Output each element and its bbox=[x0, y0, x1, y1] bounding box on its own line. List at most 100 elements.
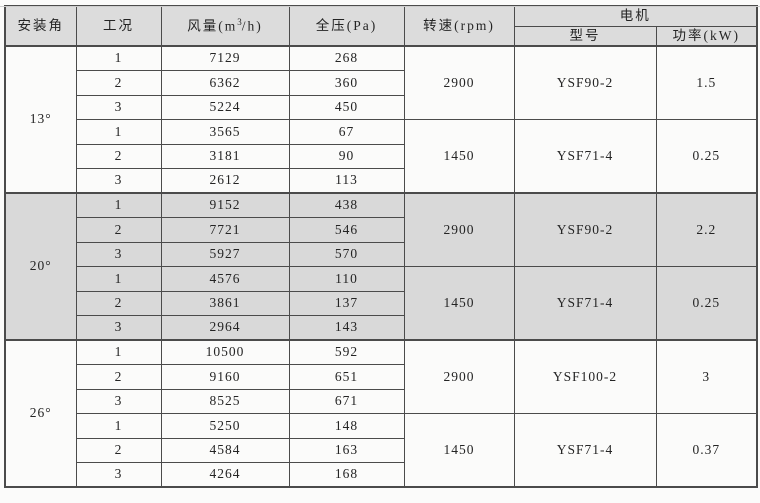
table-row: 1 3565 67 1450 YSF71-4 0.25 bbox=[5, 119, 758, 194]
motor-power-cell: 0.37 bbox=[655, 413, 758, 488]
motor-power-cell: 0.25 bbox=[655, 119, 758, 194]
airflow-cell: 10500 bbox=[160, 339, 290, 365]
header-working-condition: 工况 bbox=[75, 5, 162, 47]
pressure-cell: 546 bbox=[288, 217, 405, 243]
spec-table-header: 安装角 工况 风量(m3/h) 全压(Pa) 转速(rpm) 电机 型号 功率(… bbox=[4, 5, 758, 47]
pressure-cell: 570 bbox=[288, 241, 405, 267]
working-condition-cell: 1 bbox=[75, 192, 162, 218]
working-condition-cell: 3 bbox=[75, 462, 162, 488]
working-condition-cell: 1 bbox=[75, 266, 162, 292]
rotation-speed-cell: 2900 bbox=[403, 192, 515, 267]
motor-power-cell: 3 bbox=[655, 339, 758, 414]
airflow-cell: 4264 bbox=[160, 462, 290, 488]
header-motor-power: 功率(kW) bbox=[655, 25, 758, 47]
header-airflow: 风量(m3/h) bbox=[160, 5, 290, 47]
working-condition-cell: 2 bbox=[75, 437, 162, 463]
motor-model-cell: YSF90-2 bbox=[513, 45, 657, 120]
spec-table-body: 13° 1 7129 268 2900 YSF90-2 1.5 2 6362 360 3 5224 45… bbox=[4, 45, 758, 488]
airflow-cell: 2964 bbox=[160, 315, 290, 341]
motor-model-cell: YSF71-4 bbox=[513, 266, 657, 341]
airflow-cell: 9152 bbox=[160, 192, 290, 218]
table-row: 3 4264 168 bbox=[5, 462, 757, 488]
motor-power-cell: 0.25 bbox=[655, 266, 758, 341]
header-row-2: 型号 功率(kW) bbox=[5, 25, 758, 47]
motor-power-cell: 1.5 bbox=[655, 45, 758, 120]
working-condition-cell: 1 bbox=[75, 45, 162, 71]
airflow-cell: 8525 bbox=[160, 388, 290, 414]
rotation-speed-cell: 1450 bbox=[403, 413, 515, 488]
working-condition-cell: 3 bbox=[75, 94, 162, 120]
airflow-cell: 5250 bbox=[160, 413, 290, 439]
working-condition-cell: 3 bbox=[75, 388, 162, 414]
motor-model-cell: YSF71-4 bbox=[513, 119, 657, 194]
header-motor: 电机 bbox=[513, 5, 758, 27]
pressure-cell: 168 bbox=[288, 462, 405, 488]
working-condition-cell: 2 bbox=[75, 70, 162, 96]
pressure-cell: 143 bbox=[288, 315, 405, 341]
table-row: 2 6362 360 bbox=[5, 70, 757, 96]
header-airflow-suffix: /h) bbox=[241, 18, 263, 34]
table-row: 1 5250 148 1450 YSF71-4 0.37 bbox=[5, 413, 758, 488]
pressure-cell: 90 bbox=[288, 143, 405, 169]
pressure-cell: 268 bbox=[288, 45, 405, 71]
header-motor-model: 型号 bbox=[513, 25, 657, 47]
working-condition-cell: 2 bbox=[75, 217, 162, 243]
motor-model-cell: YSF71-4 bbox=[513, 413, 657, 488]
rotation-speed-cell: 2900 bbox=[403, 45, 515, 120]
airflow-cell: 4576 bbox=[160, 266, 290, 292]
motor-model-cell: YSF100-2 bbox=[513, 339, 657, 414]
table-row: 2 9160 651 bbox=[5, 364, 757, 390]
header-airflow-superscript: 3 bbox=[237, 17, 242, 28]
pressure-cell: 360 bbox=[288, 70, 405, 96]
pressure-cell: 110 bbox=[288, 266, 405, 292]
pressure-cell: 450 bbox=[288, 94, 405, 120]
working-condition-cell: 2 bbox=[75, 290, 162, 316]
header-rotation-speed: 转速(rpm) bbox=[403, 5, 515, 47]
table-row: 3 5927 570 bbox=[5, 241, 757, 267]
working-condition-cell: 3 bbox=[75, 168, 162, 194]
pressure-cell: 67 bbox=[288, 119, 405, 145]
table-row: 3 8525 671 bbox=[5, 388, 757, 414]
table-row: 2 3861 137 bbox=[5, 290, 757, 316]
header-total-pressure: 全压(Pa) bbox=[288, 5, 405, 47]
airflow-cell: 7129 bbox=[160, 45, 290, 71]
table-row: 1 4576 110 1450 YSF71-4 0.25 bbox=[5, 266, 758, 341]
airflow-cell: 3565 bbox=[160, 119, 290, 145]
rotation-speed-cell: 1450 bbox=[403, 119, 515, 194]
motor-power-cell: 2.2 bbox=[655, 192, 758, 267]
airflow-cell: 5224 bbox=[160, 94, 290, 120]
airflow-cell: 5927 bbox=[160, 241, 290, 267]
pressure-cell: 148 bbox=[288, 413, 405, 439]
table-row: 13° 1 7129 268 2900 YSF90-2 1.5 bbox=[4, 45, 758, 194]
rotation-speed-cell: 2900 bbox=[403, 339, 515, 414]
airflow-cell: 6362 bbox=[160, 70, 290, 96]
working-condition-cell: 1 bbox=[75, 413, 162, 439]
page-top-edge-line bbox=[0, 6, 760, 7]
pressure-cell: 163 bbox=[288, 437, 405, 463]
table-row: 20° 1 9152 438 2900 YSF90-2 2.2 bbox=[4, 192, 758, 341]
pressure-cell: 137 bbox=[288, 290, 405, 316]
table-row: 26° 1 10500 592 2900 YSF100-2 3 bbox=[4, 339, 758, 488]
motor-model-cell: YSF90-2 bbox=[513, 192, 657, 267]
airflow-cell: 2612 bbox=[160, 168, 290, 194]
rotation-speed-cell: 1450 bbox=[403, 266, 515, 341]
install-angle-cell: 26° bbox=[4, 339, 77, 488]
table-row: 3 5224 450 bbox=[5, 94, 757, 120]
airflow-cell: 4584 bbox=[160, 437, 290, 463]
working-condition-cell: 3 bbox=[75, 241, 162, 267]
header-install-angle: 安装角 bbox=[4, 5, 77, 47]
pressure-cell: 651 bbox=[288, 364, 405, 390]
airflow-cell: 3181 bbox=[160, 143, 290, 169]
install-angle-cell: 20° bbox=[4, 192, 77, 341]
airflow-cell: 7721 bbox=[160, 217, 290, 243]
pressure-cell: 671 bbox=[288, 388, 405, 414]
table-row: 3 2964 143 bbox=[5, 315, 757, 341]
working-condition-cell: 2 bbox=[75, 364, 162, 390]
install-angle-cell: 13° bbox=[4, 45, 77, 194]
table-row: 2 3181 90 bbox=[5, 143, 757, 169]
pressure-cell: 592 bbox=[288, 339, 405, 365]
airflow-cell: 3861 bbox=[160, 290, 290, 316]
working-condition-cell: 1 bbox=[75, 119, 162, 145]
working-condition-cell: 2 bbox=[75, 143, 162, 169]
fan-spec-page: 安装角 工况 风量(m3/h) 全压(Pa) 转速(rpm) 电机 型号 功率(… bbox=[0, 5, 760, 503]
